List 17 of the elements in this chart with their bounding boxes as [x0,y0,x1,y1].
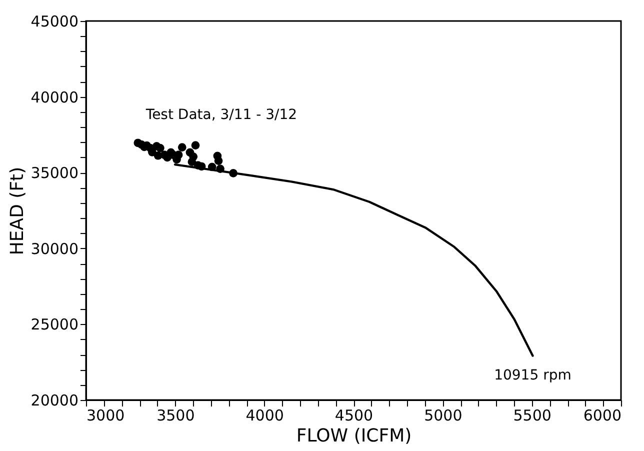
y-tick-label: 20000 [30,392,78,410]
y-tick-label: 40000 [30,88,78,106]
y-tick-label: 25000 [30,316,78,334]
y-tick-label: 30000 [30,240,78,258]
annotation: 10915 rpm [494,368,572,384]
x-tick-label: 5500 [513,406,552,424]
x-tick-label: 5000 [424,406,462,424]
y-tick-label: 35000 [30,164,78,182]
x-tick-label: 4500 [334,406,374,424]
y-axis-title: HEAD (Ft) [6,166,28,256]
annotation: Test Data, 3/11 - 3/12 [144,106,298,123]
y-tick-label: 45000 [30,12,78,30]
x-tick-label: 3000 [86,406,125,424]
x-axis-title: FLOW (ICFM) [296,426,412,446]
x-tick-label: 3500 [156,406,195,424]
x-tick-label: 6000 [583,406,622,424]
x-tick-label: 4000 [246,406,284,424]
